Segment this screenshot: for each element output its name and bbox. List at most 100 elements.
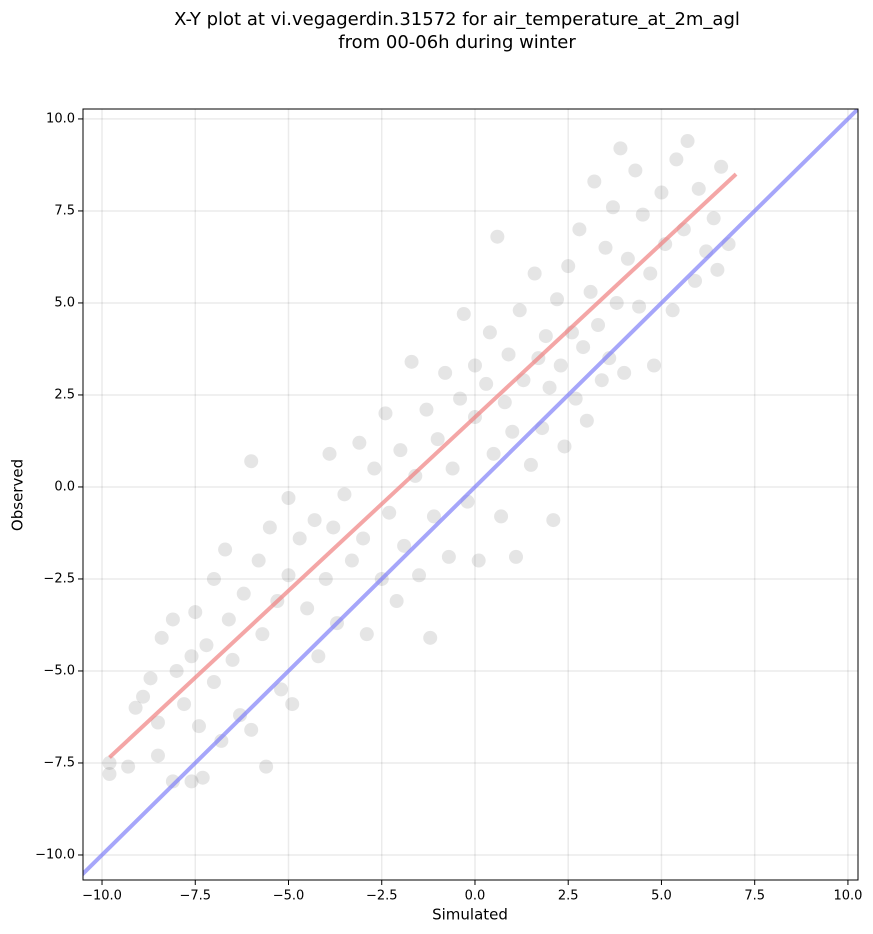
scatter-point xyxy=(501,347,516,362)
scatter-point xyxy=(225,652,240,667)
scatter-point xyxy=(150,748,165,763)
scatter-point xyxy=(408,468,423,483)
scatter-point xyxy=(527,266,542,281)
scatter-point xyxy=(121,759,136,774)
scatter-point xyxy=(706,211,721,226)
scatter-point xyxy=(128,700,143,715)
scatter-point xyxy=(359,627,374,642)
scatter-point xyxy=(617,365,632,380)
y-tick-label: −7.5 xyxy=(43,755,75,770)
scatter-point xyxy=(389,594,404,609)
scatter-point xyxy=(620,251,635,266)
scatter-point xyxy=(538,329,553,344)
scatter-point xyxy=(669,152,684,167)
scatter-point xyxy=(188,605,203,620)
scatter-point xyxy=(367,461,382,476)
scatter-point xyxy=(356,531,371,546)
scatter-point xyxy=(285,697,300,712)
scatter-point xyxy=(244,454,259,469)
scatter-point xyxy=(613,141,628,156)
scatter-point xyxy=(714,159,729,174)
scatter-point xyxy=(680,134,695,149)
scatter-point xyxy=(587,174,602,189)
x-tick-label: −5.0 xyxy=(273,889,305,904)
plot-frame xyxy=(82,108,859,881)
x-tick-label: 10.0 xyxy=(833,889,862,904)
scatter-point xyxy=(568,391,583,406)
x-tick-label: 2.5 xyxy=(558,889,579,904)
scatter-point xyxy=(512,303,527,318)
y-tick-label: 0.0 xyxy=(54,479,75,494)
scatter-point xyxy=(523,457,538,472)
scatter-point xyxy=(430,432,445,447)
scatter-point xyxy=(438,365,453,380)
scatter-point xyxy=(486,446,501,461)
scatter-point xyxy=(218,542,233,557)
y-tick-label: 2.5 xyxy=(54,387,75,402)
scatter-point xyxy=(426,509,441,524)
scatter-point xyxy=(553,358,568,373)
scatter-point xyxy=(479,376,494,391)
y-tick-label: 5.0 xyxy=(54,295,75,310)
scatter-point xyxy=(150,715,165,730)
chart-title: X-Y plot at vi.vegagerdin.31572 for air_… xyxy=(174,9,740,30)
scatter-point xyxy=(397,538,412,553)
y-tick-label: 7.5 xyxy=(54,203,75,218)
scatter-point xyxy=(471,553,486,568)
scatter-point xyxy=(378,406,393,421)
scatter-point xyxy=(561,259,576,274)
scatter-point xyxy=(259,759,274,774)
scatter-point xyxy=(195,770,210,785)
scatter-point xyxy=(206,675,221,690)
scatter-point xyxy=(710,262,725,277)
scatter-point xyxy=(572,222,587,237)
x-tick-label: −2.5 xyxy=(366,889,398,904)
scatter-point xyxy=(191,719,206,734)
scatter-point xyxy=(609,295,624,310)
scatter-point xyxy=(635,207,650,222)
x-tick-label: 0.0 xyxy=(465,889,486,904)
scatter-point xyxy=(102,755,117,770)
scatter-point xyxy=(255,627,270,642)
scatter-point xyxy=(165,774,180,789)
scatter-point xyxy=(505,424,520,439)
scatter-point xyxy=(419,402,434,417)
scatter-point xyxy=(307,513,322,528)
scatter-point xyxy=(453,391,468,406)
scatter-point xyxy=(445,461,460,476)
x-tick-label: 7.5 xyxy=(744,889,765,904)
scatter-point xyxy=(579,413,594,428)
scatter-point xyxy=(688,273,703,288)
scatter-point xyxy=(281,568,296,583)
scatter-point xyxy=(423,630,438,645)
scatter-point xyxy=(352,435,367,450)
scatter-point xyxy=(654,185,669,200)
scatter-point xyxy=(467,358,482,373)
scatter-point xyxy=(591,318,606,333)
scatter-point xyxy=(646,358,661,373)
scatter-point xyxy=(251,553,266,568)
scatter-point xyxy=(497,395,512,410)
scatter-point xyxy=(102,767,117,782)
scatter-point xyxy=(318,571,333,586)
scatter-point xyxy=(292,531,307,546)
scatter-point xyxy=(281,490,296,505)
scatter-point xyxy=(658,237,673,252)
scatter-point xyxy=(244,722,259,737)
scatter-point xyxy=(456,306,471,321)
scatter-point xyxy=(598,240,613,255)
scatter-point xyxy=(262,520,277,535)
scatter-point xyxy=(632,299,647,314)
scatter-point xyxy=(311,649,326,664)
chart-title: from 00-06h during winter xyxy=(338,32,576,53)
scatter-point xyxy=(594,373,609,388)
scatter-point xyxy=(583,284,598,299)
scatter-point xyxy=(542,380,557,395)
scatter-point xyxy=(550,292,565,307)
y-tick-label: −5.0 xyxy=(43,663,75,678)
scatter-point xyxy=(602,351,617,366)
y-tick-label: 10.0 xyxy=(46,111,75,126)
scatter-point xyxy=(221,612,236,627)
scatter-point xyxy=(337,487,352,502)
